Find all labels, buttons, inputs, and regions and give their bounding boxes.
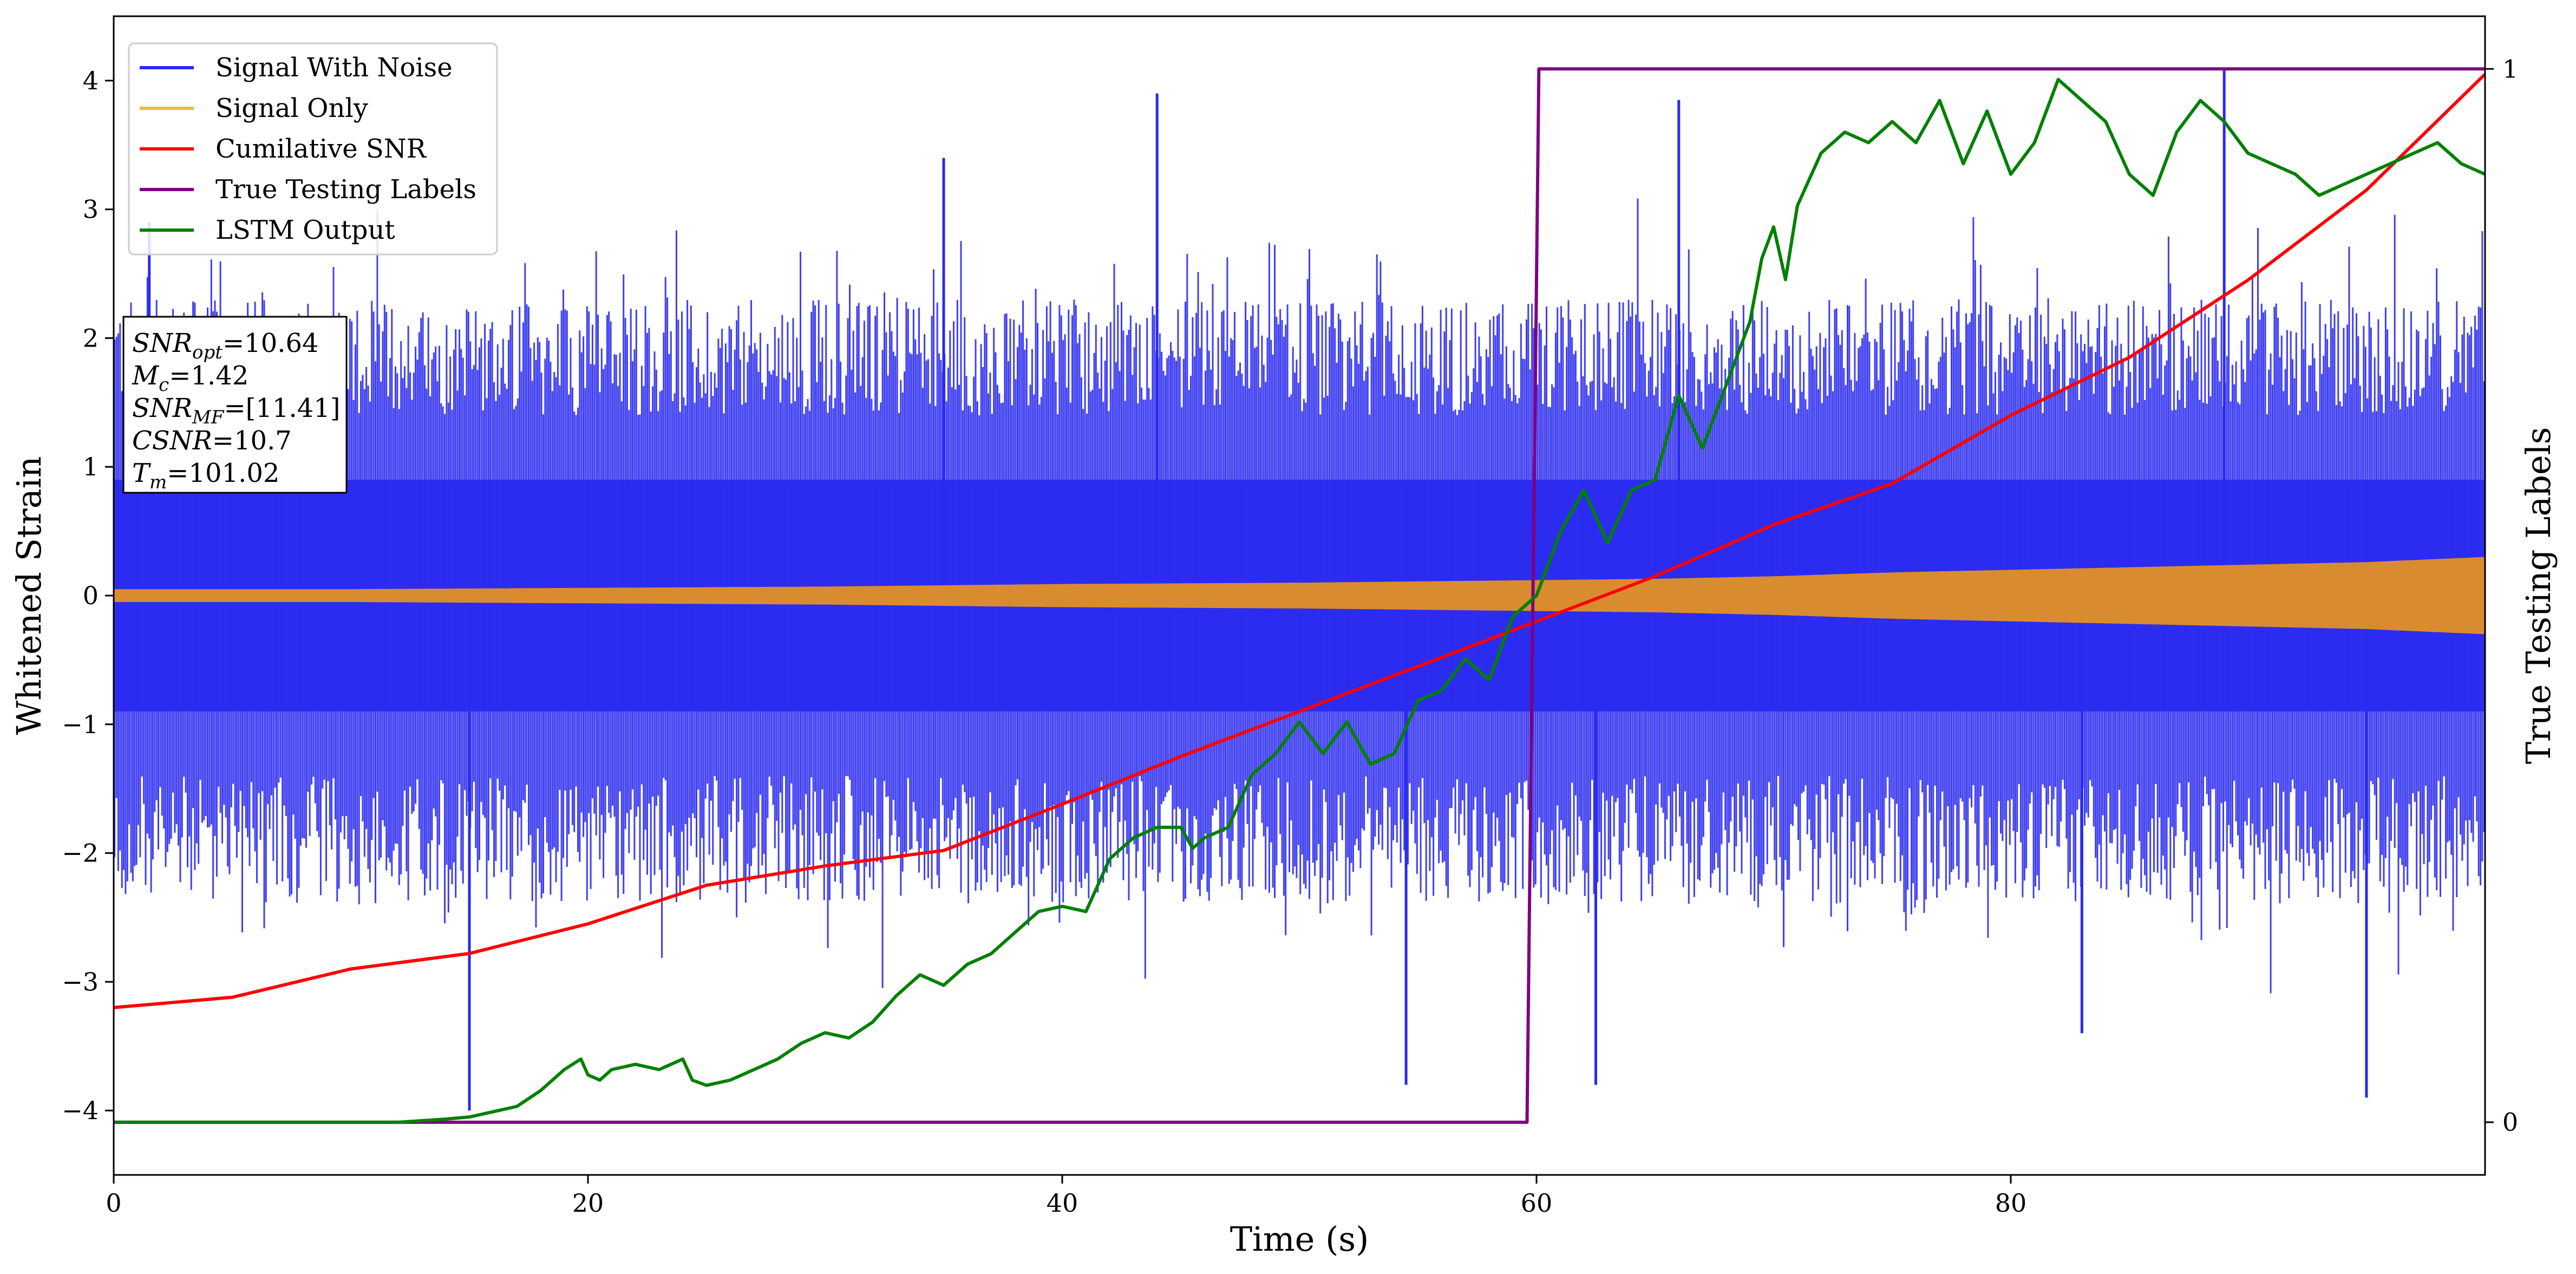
true-testing-labels-line	[114, 67, 2485, 1124]
legend-label: Signal With Noise	[215, 53, 453, 83]
lstm-output-series	[114, 77, 2485, 1124]
x-tick-label: 20	[572, 1188, 604, 1218]
cumulative-snr-series	[114, 73, 2485, 1009]
y-tick-label: 1	[83, 452, 99, 481]
info-box-frame	[122, 316, 348, 494]
x-tick-label: 60	[1521, 1188, 1553, 1218]
y-tick-label: −4	[62, 1096, 99, 1125]
legend-box	[128, 42, 498, 256]
legend-label: Cumilative SNR	[215, 134, 427, 164]
x-axis-label: Time (s)	[1230, 1219, 1369, 1259]
info-line: CSNR=10.7	[132, 426, 292, 456]
legend: Signal With Noise Signal Only Cumilative S…	[128, 42, 498, 256]
x-tick-label: 80	[1995, 1188, 2027, 1218]
y2-tick-label: 0	[2502, 1108, 2518, 1137]
info-line: SNRMF=[11.41]	[132, 393, 341, 428]
y2-axis-label: True Testing Labels	[2519, 427, 2558, 765]
y-axis-ticks: −4 −3 −2 −1 0 1 2 3 4	[62, 66, 114, 1125]
y-tick-label: 0	[83, 581, 99, 610]
lstm-output-line	[114, 77, 2485, 1124]
info-line: Mc=1.42	[132, 361, 249, 396]
y2-axis-ticks: 01	[2485, 54, 2518, 1137]
y-tick-label: −2	[62, 839, 99, 868]
x-axis-ticks: 0 20 40 60 80	[106, 1175, 2026, 1218]
y-tick-label: 2	[83, 323, 99, 352]
y-tick-label: −3	[62, 967, 99, 996]
y-tick-label: −1	[62, 710, 99, 739]
signal-envelope	[114, 557, 2485, 635]
info-line: Tm=101.02	[132, 458, 279, 493]
signal-only-series	[114, 557, 2485, 635]
x-tick-label: 40	[1047, 1188, 1078, 1218]
info-line: SNRopt=10.64	[132, 328, 319, 363]
legend-label: LSTM Output	[215, 215, 395, 245]
plot-area	[114, 67, 2485, 1124]
legend-label: Signal Only	[215, 93, 368, 123]
y-tick-label: 4	[83, 66, 99, 95]
x-tick-label: 0	[106, 1188, 121, 1218]
info-box: SNRopt=10.64Mc=1.42SNRMF=[11.41]CSNR=10.…	[122, 316, 348, 494]
legend-label: True Testing Labels	[215, 174, 476, 205]
y-axis-label: Whitened Strain	[9, 456, 49, 735]
cumulative-snr-line	[114, 73, 2485, 1009]
true-testing-labels-series	[114, 67, 2485, 1124]
y2-tick-label: 1	[2502, 54, 2518, 83]
y-tick-label: 3	[83, 195, 99, 224]
